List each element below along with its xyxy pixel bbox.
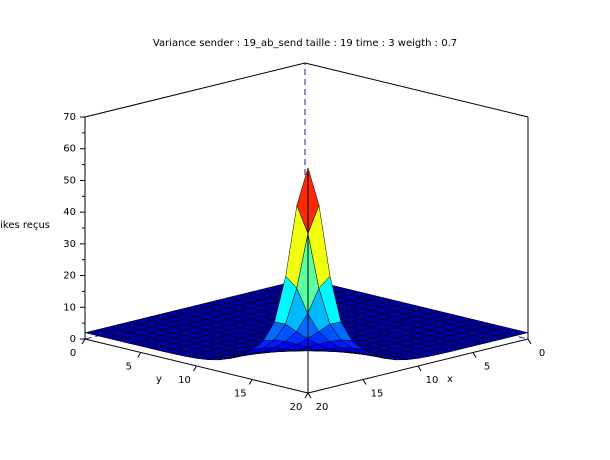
surface-mesh [84, 167, 529, 361]
chart-title: Variance sender : 19_ab_send taille : 19… [153, 38, 457, 49]
z-tick-label: 30 [63, 239, 76, 250]
box-edge-top-left [84, 62, 306, 118]
x-tick [417, 365, 422, 372]
z-axis-label: spikes reçus [0, 220, 50, 231]
z-tick-label: 70 [63, 112, 76, 123]
y-tick [193, 365, 197, 372]
x-tick [362, 379, 367, 385]
x-tick [527, 338, 532, 345]
x-tick-label: 15 [371, 389, 384, 400]
y-tick-label: 20 [290, 402, 303, 413]
box-edge-top-right [304, 62, 529, 118]
y-tick-label: 10 [178, 375, 191, 386]
z-tick-label: 40 [63, 207, 76, 218]
y-tick [304, 392, 309, 399]
z-tick-label: 50 [63, 175, 76, 186]
y-tick [137, 352, 142, 358]
y-tick-label: 5 [126, 362, 132, 373]
z-tick-label: 20 [63, 271, 76, 282]
z-tick-label: 60 [63, 144, 76, 155]
x-tick [472, 352, 477, 358]
y-tick [81, 338, 86, 345]
x-axis-label: x [447, 374, 453, 385]
y-tick-label: 15 [234, 389, 247, 400]
y-axis-label: y [156, 374, 162, 385]
z-tick-label: 0 [70, 334, 76, 345]
axis-ticks: 0 10 20 30 40 50 60 70 0 5 10 15 20 0 5 10 15 20 [63, 112, 545, 413]
x-tick-label: 20 [316, 402, 329, 413]
x-tick-label: 0 [539, 348, 545, 359]
x-tick [307, 392, 312, 399]
x-tick-label: 5 [484, 362, 490, 373]
y-tick [248, 379, 253, 385]
z-tick-label: 10 [63, 302, 76, 313]
y-tick-label: 0 [70, 348, 76, 359]
x-tick-label: 10 [426, 375, 439, 386]
